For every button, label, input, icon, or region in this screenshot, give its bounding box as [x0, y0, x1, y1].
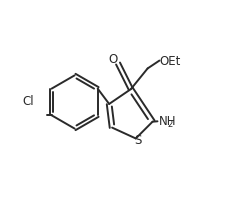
Text: Cl: Cl [23, 95, 34, 108]
Text: S: S [134, 134, 141, 147]
Text: NH: NH [158, 115, 176, 128]
Text: 2: 2 [168, 120, 173, 129]
Text: O: O [108, 53, 117, 66]
Text: OEt: OEt [159, 55, 181, 68]
